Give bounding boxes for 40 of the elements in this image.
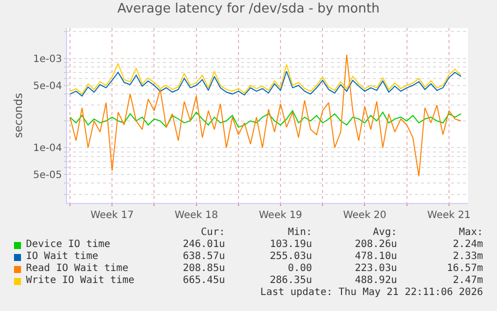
legend-label: Read IO Wait time — [26, 263, 128, 274]
text: Min: — [288, 227, 312, 238]
y-tick-label: 1e-03 — [33, 54, 62, 66]
text: 103.19u — [270, 239, 312, 250]
text: 286.35u — [270, 275, 312, 286]
line-series — [70, 62, 462, 95]
text: 16.57m — [446, 263, 483, 274]
y-axis-title: seconds — [12, 92, 25, 138]
x-tick-label: Week 17 — [90, 210, 134, 221]
text: 208.85u — [182, 263, 225, 274]
text: 223.03u — [354, 263, 397, 274]
line-series — [70, 110, 462, 128]
text: 246.01u — [182, 239, 225, 250]
text: 2.24m — [452, 239, 483, 250]
x-tick-label: Week 21 — [427, 210, 471, 221]
line-series — [70, 70, 462, 97]
legend-label: IO Wait time — [26, 251, 98, 262]
x-tick-label: Week 19 — [258, 210, 302, 221]
text: Last update: Thu May 21 22:11:06 2026 — [260, 287, 483, 298]
line-series — [70, 54, 462, 177]
text: Cur: — [200, 227, 225, 238]
y-tick-label: 1e-04 — [33, 143, 62, 154]
legend-label: Write IO Wait time — [26, 275, 134, 286]
text: 478.10u — [354, 251, 397, 262]
text: 2.33m — [452, 251, 483, 262]
chart-title: Average latency for /dev/sda - by month — [117, 1, 380, 16]
text: 638.57u — [182, 251, 225, 262]
text: 0.00 — [288, 263, 312, 274]
text: 2.47m — [452, 275, 483, 286]
text: 208.26u — [354, 239, 397, 250]
y-tick-label: 5e-05 — [33, 170, 62, 182]
y-tick-label: 5e-04 — [33, 80, 62, 92]
text: Max: — [458, 227, 483, 238]
text: 255.03u — [270, 251, 312, 262]
text: 665.45u — [182, 275, 225, 286]
x-tick-label: Week 20 — [343, 210, 386, 221]
x-tick-label: Week 18 — [174, 210, 218, 221]
text: Avg: — [372, 227, 397, 238]
text: 488.92u — [354, 275, 397, 286]
legend-label: Device IO time — [26, 239, 110, 250]
